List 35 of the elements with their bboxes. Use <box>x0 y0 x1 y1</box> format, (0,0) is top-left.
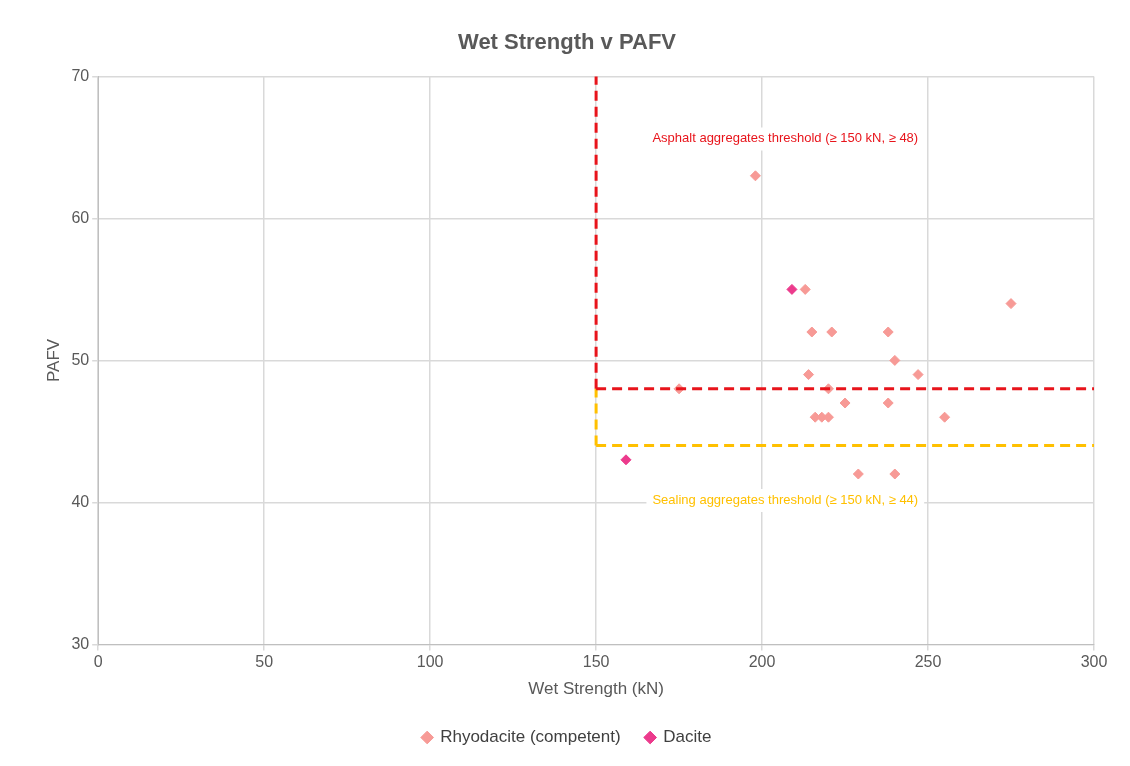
point <box>912 369 924 381</box>
y-tick-label: 40 <box>71 492 90 510</box>
x-tick-label: 50 <box>255 653 274 671</box>
ref-line-label: Asphalt aggregates threshold (≥ 150 kN, ≥ 48) <box>652 130 919 146</box>
legend-label: Rhyodacite (competent) <box>440 727 621 747</box>
legend-label: Dacite <box>663 727 712 747</box>
point <box>839 397 851 409</box>
point <box>786 283 798 295</box>
point <box>620 454 632 466</box>
point <box>799 283 811 295</box>
x-tick-label: 200 <box>748 653 776 671</box>
x-tick-label: 150 <box>582 653 610 671</box>
point <box>882 397 894 409</box>
point <box>806 326 818 338</box>
point <box>749 170 761 182</box>
point <box>889 468 901 480</box>
y-tick-label: 70 <box>71 66 90 84</box>
chart-title: Wet Strength v PAFV <box>458 29 677 55</box>
point <box>939 411 951 423</box>
point <box>889 354 901 366</box>
y-tick-label: 30 <box>71 634 90 652</box>
point <box>1005 298 1017 310</box>
x-tick-label: 0 <box>93 653 103 671</box>
point <box>803 369 815 381</box>
x-tick-label: 250 <box>914 653 942 671</box>
y-tick-label: 60 <box>71 208 90 226</box>
point <box>852 468 864 480</box>
y-axis-title: PAFV <box>43 338 63 382</box>
point <box>826 326 838 338</box>
ref-line-label: Sealing aggregates threshold (≥ 150 kN, ≥ 44) <box>652 492 919 508</box>
x-tick-label: 100 <box>416 653 444 671</box>
x-tick-label: 300 <box>1080 653 1108 671</box>
x-axis-title: Wet Strength (kN) <box>528 679 664 699</box>
y-tick-label: 50 <box>71 350 90 368</box>
point <box>882 326 894 338</box>
